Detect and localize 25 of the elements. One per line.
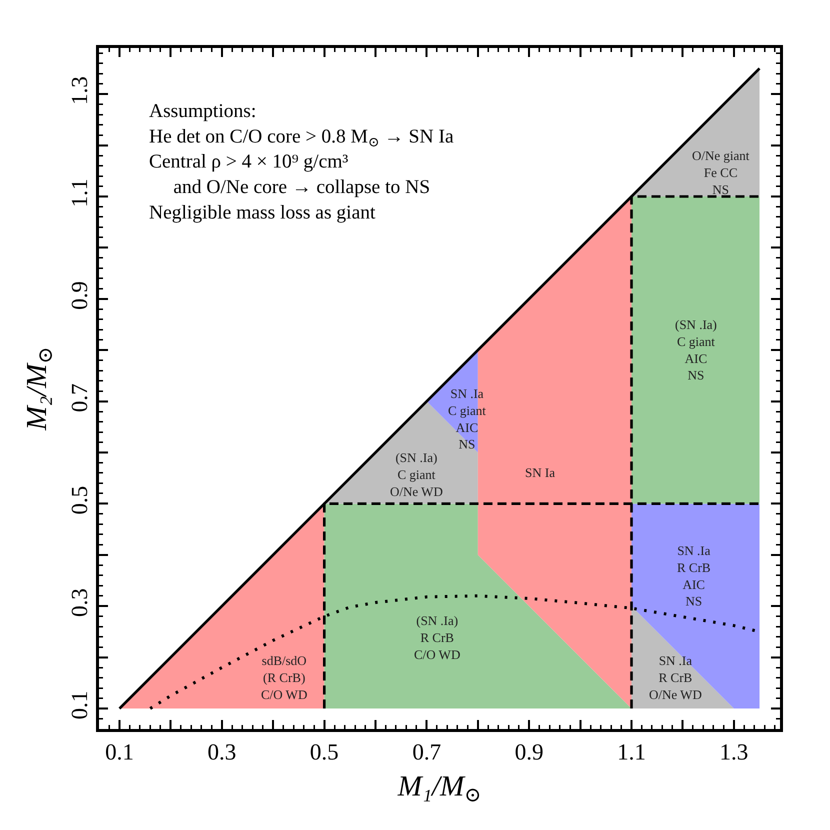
annotation: (SN .Ia) C giant O/Ne WD [390,450,443,499]
annotation: SN .Ia R CrB AIC NS [677,543,711,609]
x-tick-label: 0.3 [208,740,236,765]
y-tick-label: 0.5 [66,486,92,515]
x-tick-label: 0.1 [105,740,134,765]
annotation: SN Ia [525,465,556,480]
y-tick-label: 0.3 [66,588,92,618]
annotation: (SN .Ia) C giant AIC NS [675,317,717,383]
annotation: sdB/sdO (R CrB) C/O WD [261,653,308,702]
annotation: SN .Ia C giant AIC NS [448,386,486,452]
y-tick-label: 0.1 [66,690,92,720]
text: Assumptions: He det on C/O core > 0.8 M$_{⊙}$ → SN Ia Central ρ > 4 × 10⁹ g/cm³ and O/Ne core → collapse to NS Negligible mass loss as giant [149,101,454,224]
y-tick-label: 0.7 [66,383,92,412]
x-axis-title: M₁/M$_{⊙}$ [396,770,482,806]
x-tick-label: 1.3 [720,740,748,765]
x-tick-label: 1.1 [617,740,646,765]
x-tick-label: 0.7 [412,740,442,765]
x-tick-label: 0.9 [514,740,544,765]
annotation: (SN .Ia) R CrB C/O WD [414,613,460,662]
annotation: O/Ne giant Fe CC NS [692,148,750,197]
x-tick-label: 0.5 [310,740,339,765]
y-tick-label: 0.9 [66,281,92,310]
y-tick-label: 1.3 [66,76,92,106]
annotation: SN .Ia R CrB O/Ne WD [649,653,702,702]
y-tick-label: 1.1 [66,178,92,208]
